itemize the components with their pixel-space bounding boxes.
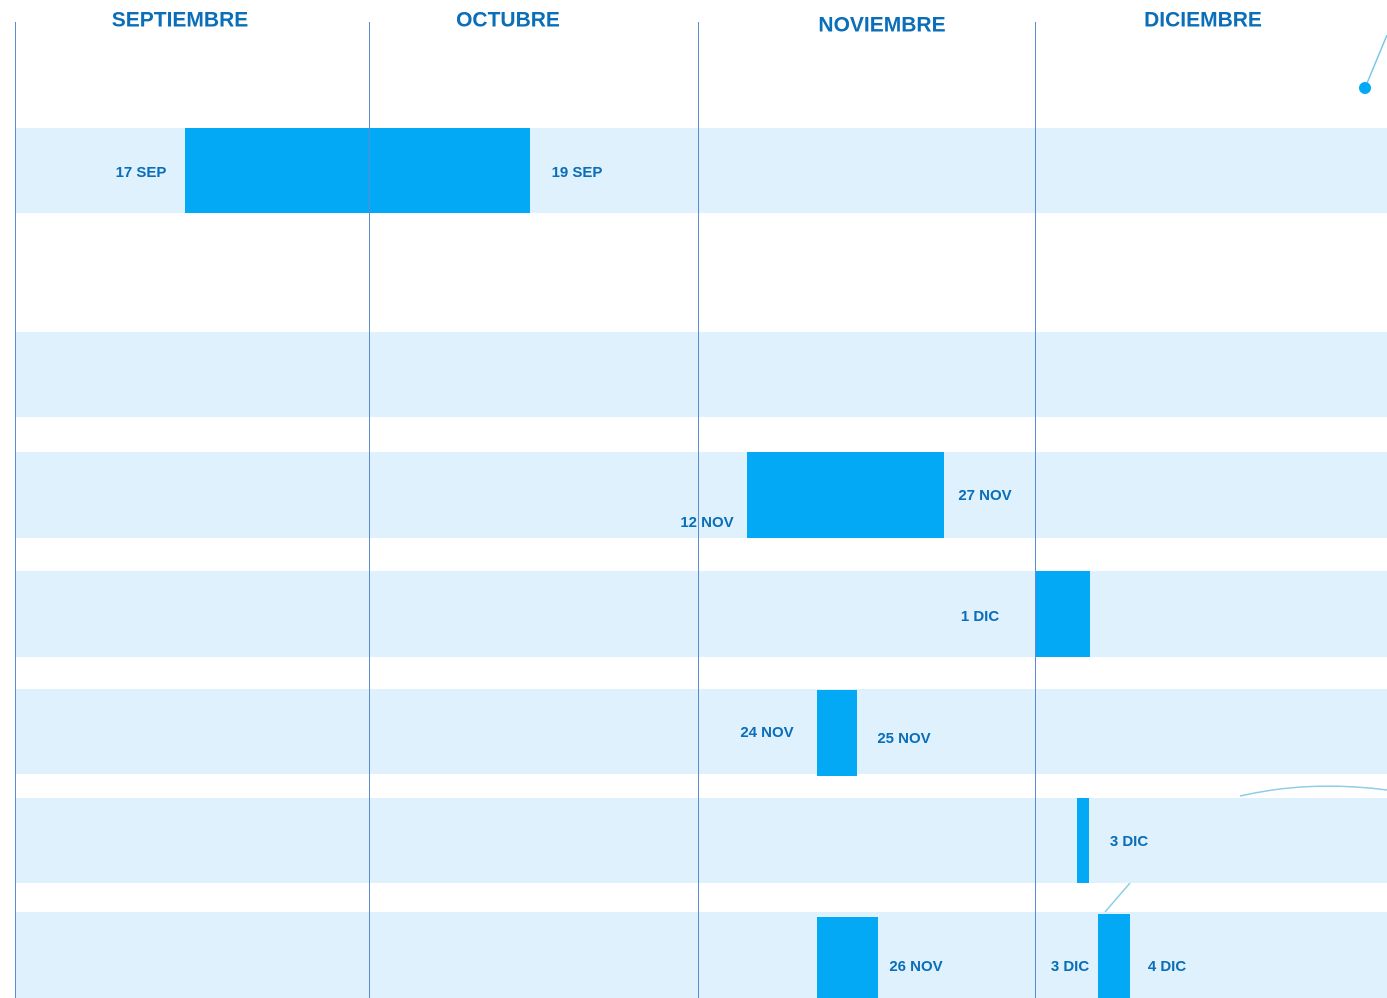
end-label: 3 DIC bbox=[1110, 833, 1149, 850]
decor-dot bbox=[1359, 82, 1371, 94]
start-label: 3 DIC bbox=[1051, 958, 1090, 975]
end-label: 25 NOV bbox=[877, 730, 930, 747]
task-bar bbox=[747, 452, 944, 538]
task-bar bbox=[1035, 571, 1090, 657]
task-bar bbox=[185, 128, 530, 213]
task-bar bbox=[1098, 914, 1130, 998]
bands bbox=[15, 128, 1387, 998]
start-label: 17 SEP bbox=[116, 164, 167, 181]
timeline: SEPTIEMBRE OCTUBRE NOVIEMBRE DICIEMBRE 1… bbox=[0, 0, 1387, 998]
end-label: 27 NOV bbox=[958, 487, 1011, 504]
decor-curve bbox=[1240, 786, 1387, 796]
decor-shape bbox=[1285, 883, 1387, 912]
start-label: 24 NOV bbox=[740, 724, 793, 741]
end-label: 19 SEP bbox=[552, 164, 603, 181]
row-band bbox=[15, 332, 1387, 417]
row-band bbox=[15, 912, 1387, 998]
month-label: OCTUBRE bbox=[456, 9, 560, 32]
end-label: 4 DIC bbox=[1148, 958, 1187, 975]
task-bar bbox=[817, 690, 857, 776]
decor-line bbox=[1365, 35, 1387, 88]
row-band bbox=[15, 798, 1387, 883]
decor-curve bbox=[1105, 883, 1130, 912]
row-band bbox=[15, 689, 1387, 774]
start-label: 1 DIC bbox=[961, 608, 1000, 625]
task-bar bbox=[817, 917, 878, 998]
month-label: NOVIEMBRE bbox=[818, 14, 945, 37]
start-label: 12 NOV bbox=[680, 514, 733, 531]
row-band bbox=[15, 571, 1387, 657]
month-label: DICIEMBRE bbox=[1144, 9, 1262, 32]
task-bar bbox=[1077, 798, 1089, 883]
end-label: 26 NOV bbox=[889, 958, 942, 975]
month-label: SEPTIEMBRE bbox=[112, 9, 249, 32]
